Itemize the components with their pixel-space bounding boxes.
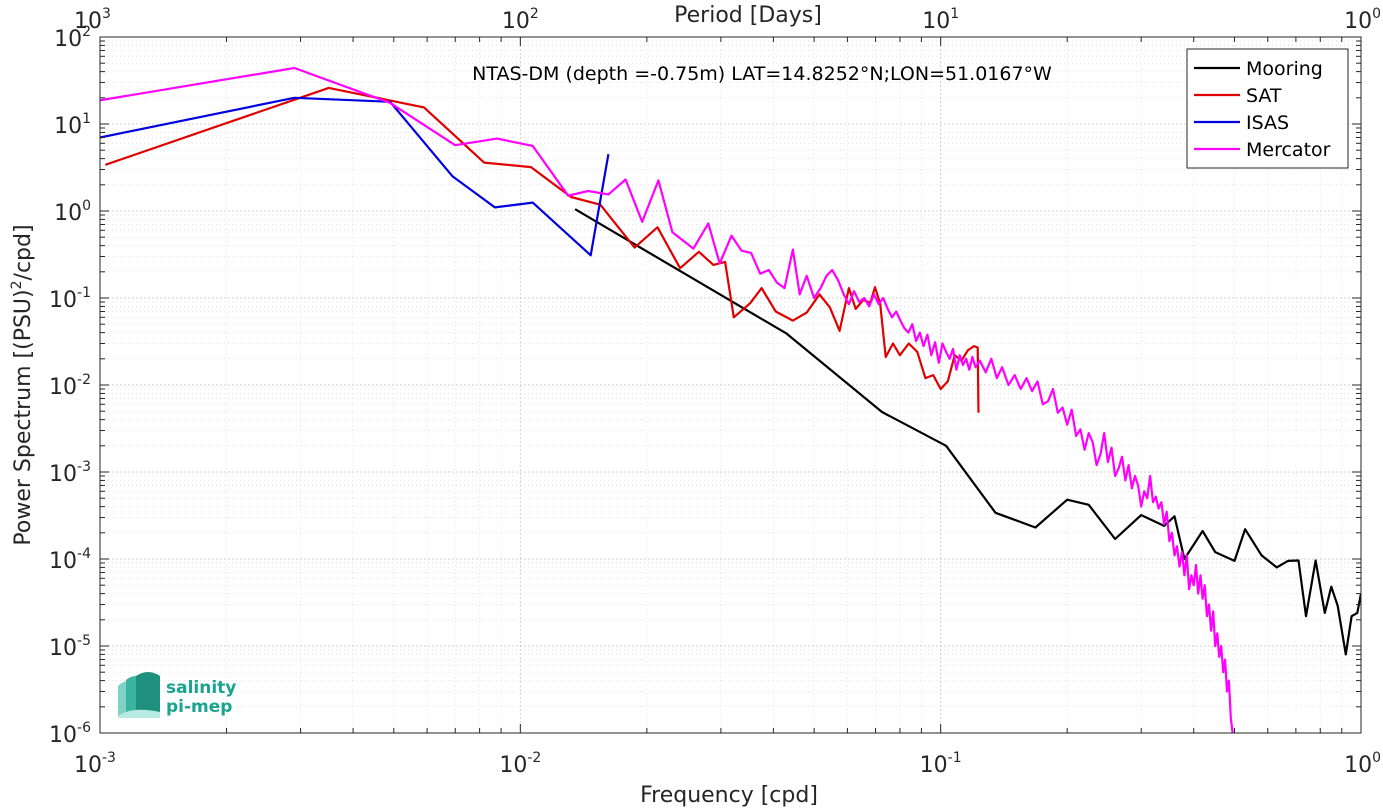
salinity-pi-mep-logo: salinity pi-mep	[118, 672, 236, 718]
x-tick-label: 100	[1344, 750, 1381, 778]
x-tick-label: 10-1	[920, 750, 962, 778]
top-tick-label: 101	[922, 6, 959, 34]
y-axis-title: Power Spectrum [(PSU)2/cpd]	[9, 224, 36, 545]
y-axis-title-tail: /cpd]	[11, 224, 36, 280]
x-tick-label: 10-3	[74, 750, 116, 778]
legend-label-isas: ISAS	[1246, 112, 1289, 134]
series-sat-line	[105, 86, 980, 413]
y-axis-title-base: Power Spectrum [(PSU)	[11, 289, 36, 545]
top-axis-title: Period [Days]	[674, 3, 822, 28]
y-tick-label: 10-1	[49, 285, 91, 313]
x-tick-labels: 10-3 10-2 10-1 100	[74, 750, 1381, 778]
legend-label-mooring: Mooring	[1246, 58, 1323, 80]
y-tick-label: 10-4	[49, 546, 91, 574]
top-tick-labels: 103 102 101 100	[74, 6, 1381, 34]
y-tick-label: 10-2	[49, 372, 91, 400]
top-tick-label: 102	[502, 6, 539, 34]
y-tick-label: 10-5	[49, 633, 91, 661]
y-tick-label: 10-6	[49, 720, 91, 748]
x-tick-label: 10-2	[499, 750, 541, 778]
logo-text-salinity: salinity	[166, 678, 236, 698]
axis-ticks	[99, 36, 1362, 734]
y-tick-label: 102	[54, 24, 91, 52]
series-isas-line	[100, 96, 610, 257]
series-lines	[100, 66, 1361, 733]
logo-waves-icon	[118, 672, 160, 718]
y-axis-title-sup: 2	[9, 280, 25, 289]
y-tick-label: 10-3	[49, 459, 91, 487]
major-grid	[99, 36, 1362, 734]
top-tick-label: 103	[74, 6, 111, 34]
series-mooring-line	[574, 208, 1361, 656]
top-tick-label: 100	[1344, 6, 1381, 34]
logo-text-pimep: pi-mep	[166, 697, 232, 717]
chart-title: NTAS-DM (depth =-0.75m) LAT=14.8252°N;LO…	[472, 63, 1052, 85]
y-tick-labels: 10-6 10-5 10-4 10-3 10-2 10-1 100 101 102	[49, 24, 91, 748]
series-mercator-line	[100, 66, 1234, 733]
legend: Mooring SAT ISAS Mercator	[1186, 48, 1349, 169]
legend-label-mercator: Mercator	[1246, 139, 1331, 161]
y-tick-label: 100	[54, 198, 91, 226]
x-axis-title: Frequency [cpd]	[640, 783, 818, 808]
legend-label-sat: SAT	[1246, 85, 1282, 107]
y-tick-label: 101	[54, 111, 91, 139]
